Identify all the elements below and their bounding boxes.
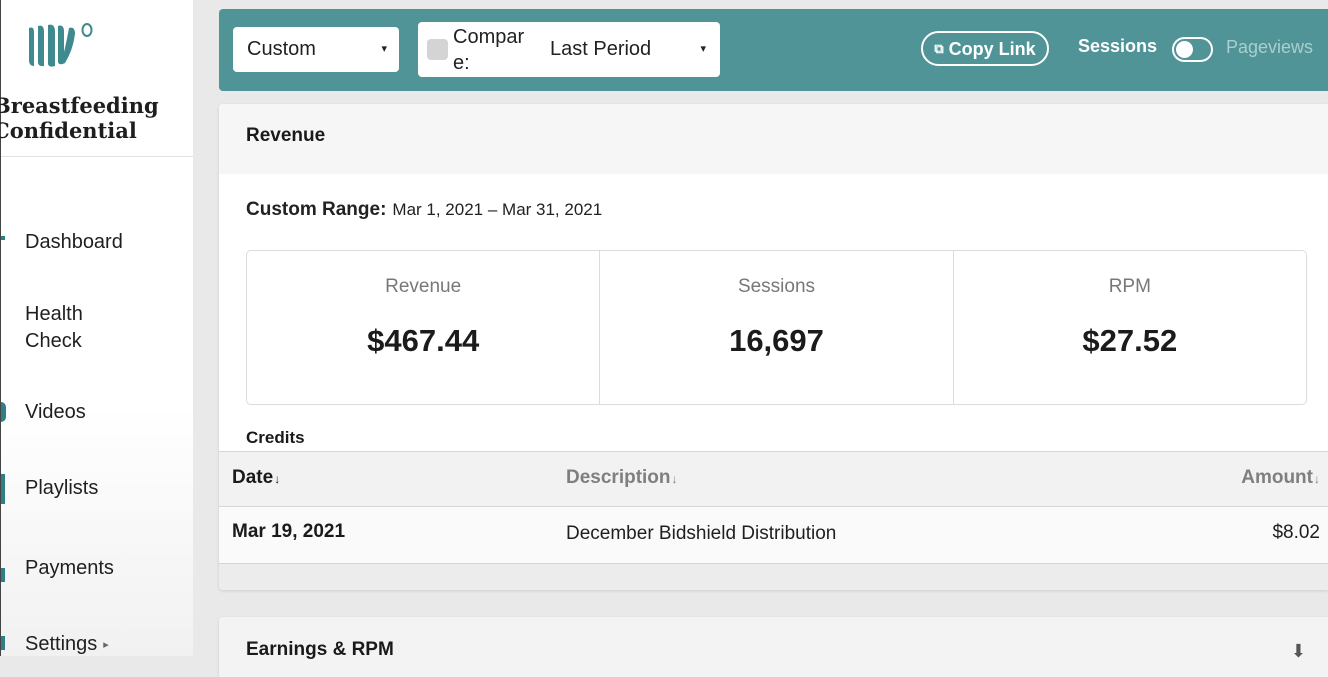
stat-sessions: Sessions 16,697 (599, 251, 952, 404)
cell-date: Mar 19, 2021 (232, 521, 346, 542)
mediavine-logo-icon[interactable] (25, 20, 95, 68)
table-header: Date↓ Description↓ Amount↓ (219, 451, 1328, 507)
download-icon[interactable]: ⬇ (1290, 641, 1306, 661)
stat-revenue: Revenue $467.44 (247, 251, 599, 404)
compare-checkbox[interactable] (427, 39, 448, 60)
sidebar-divider (1, 156, 193, 157)
cell-description: December Bidshield Distribution (566, 523, 837, 544)
pageviews-toggle-label: Pageviews (1226, 37, 1314, 57)
dashboard-icon (1, 236, 5, 240)
sidebar-item-payments[interactable]: Payments (25, 555, 114, 582)
sessions-toggle-label: Sessions (1078, 36, 1158, 56)
column-header-date[interactable]: Date↓ (232, 467, 280, 489)
cell-amount: $8.02 (1272, 522, 1320, 543)
column-header-amount[interactable]: Amount↓ (1241, 467, 1320, 489)
earnings-rpm-title: Earnings & RPM (246, 639, 394, 660)
settings-icon (1, 636, 5, 650)
copy-icon: ⧉ (934, 41, 944, 56)
revenue-panel-header: Revenue (219, 104, 1328, 174)
copy-link-button[interactable]: ⧉ Copy Link (921, 31, 1049, 66)
credits-table: Date↓ Description↓ Amount↓ Mar 19, 2021 … (219, 451, 1328, 590)
revenue-panel-title: Revenue (246, 125, 326, 146)
date-range-value: Custom (247, 38, 316, 60)
stat-value: $27.52 (1082, 323, 1178, 358)
sidebar-item-label: Dashboard (25, 231, 123, 253)
sidebar-item-health-check[interactable]: Health Check (25, 301, 135, 355)
site-name-line2: Confidential (0, 118, 137, 143)
chevron-down-icon: ▾ (700, 43, 706, 55)
column-header-description[interactable]: Description↓ (566, 467, 678, 489)
custom-range-label: Custom Range: (246, 199, 387, 220)
stat-rpm: RPM $27.52 (952, 251, 1306, 404)
sidebar-item-dashboard[interactable]: Dashboard (25, 229, 123, 256)
sidebar-item-videos[interactable]: Videos (25, 399, 86, 426)
sidebar-item-label: Payments (25, 557, 114, 579)
sidebar: Breastfeeding Confidential Dashboard Hea… (0, 0, 193, 656)
chevron-right-icon: ▸ (103, 639, 109, 651)
compare-period-select[interactable]: Last Period ▾ (550, 22, 715, 77)
column-header-label: Description (566, 467, 671, 488)
compare-period-value: Last Period (550, 38, 652, 60)
table-footer (219, 564, 1328, 590)
sidebar-item-playlists[interactable]: Playlists (25, 475, 98, 502)
column-header-label: Date (232, 467, 274, 488)
compare-label: Compare: (453, 26, 525, 74)
copy-link-label: Copy Link (948, 39, 1036, 59)
compare-control: Compare: Last Period ▾ (418, 22, 720, 77)
playlists-icon (1, 474, 5, 504)
stat-label: Sessions (737, 276, 816, 297)
sort-arrow-icon: ↓ (671, 472, 678, 486)
sessions-pageviews-toggle[interactable] (1172, 37, 1213, 62)
site-name-line1: Breastfeeding (0, 93, 159, 118)
earnings-rpm-panel: Earnings & RPM ⬇ (219, 617, 1328, 677)
sidebar-item-label: Settings (25, 633, 98, 655)
date-range-select[interactable]: Custom ▾ (233, 27, 399, 72)
sidebar-item-label: Health Check (25, 303, 83, 352)
stat-label: Revenue (385, 276, 462, 297)
sidebar-item-label: Playlists (25, 477, 99, 499)
filter-toolbar: Custom ▾ Compare: Last Period ▾ ⧉ Copy Li… (219, 9, 1328, 91)
stats-summary: Revenue $467.44 Sessions 16,697 RPM $27.… (246, 250, 1307, 405)
table-row: Mar 19, 2021 December Bidshield Distribu… (219, 507, 1328, 564)
sort-arrow-icon: ↓ (274, 472, 281, 486)
chevron-down-icon: ▾ (381, 43, 387, 55)
column-header-label: Amount (1241, 467, 1313, 488)
revenue-panel: Revenue Custom Range: Mar 1, 2021 – Mar 3… (219, 104, 1328, 590)
site-name: Breastfeeding Confidential (0, 93, 193, 143)
stat-value: 16,697 (729, 323, 824, 358)
sidebar-item-settings[interactable]: Settings ▸ (25, 631, 109, 659)
payments-icon (1, 568, 5, 582)
sort-arrow-icon: ↓ (1314, 472, 1320, 486)
toggle-knob (1176, 41, 1193, 58)
videos-icon (1, 402, 6, 422)
stat-label: RPM (1108, 276, 1151, 297)
stat-value: $467.44 (367, 323, 480, 358)
custom-range-value: Mar 1, 2021 – Mar 31, 2021 (392, 200, 603, 219)
custom-range: Custom Range: Mar 1, 2021 – Mar 31, 2021 (246, 199, 602, 221)
sidebar-item-label: Videos (25, 401, 86, 423)
credits-title: Credits (246, 428, 305, 447)
